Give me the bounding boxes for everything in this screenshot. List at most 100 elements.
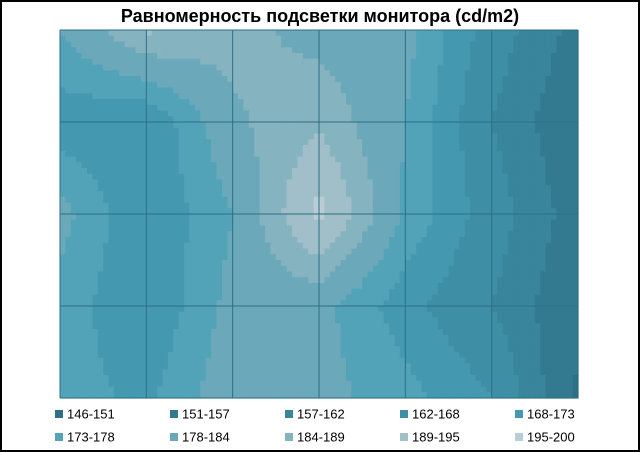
contour-patch: [86, 156, 93, 163]
contour-patch: [248, 116, 255, 123]
contour-patch: [81, 357, 88, 365]
contour-patch: [507, 254, 514, 261]
contour-patch: [464, 208, 471, 215]
contour-patch: [92, 53, 99, 60]
contour-patch: [70, 70, 77, 77]
contour-patch: [76, 294, 83, 301]
contour-patch: [60, 53, 66, 60]
contour-patch: [162, 139, 169, 146]
contour-patch: [443, 283, 450, 290]
contour-patch: [259, 150, 266, 158]
contour-patch: [243, 248, 250, 255]
contour-patch: [540, 179, 547, 186]
contour-patch: [130, 30, 137, 37]
contour-patch: [259, 196, 266, 204]
contour-patch: [146, 340, 153, 347]
contour-patch: [345, 122, 352, 129]
contour-patch: [119, 202, 126, 209]
contour-patch: [151, 30, 158, 37]
contour-patch: [232, 242, 239, 250]
contour-patch: [545, 237, 552, 244]
contour-patch: [238, 225, 245, 232]
contour-patch: [416, 254, 423, 261]
contour-patch: [507, 179, 514, 186]
contour-patch: [351, 288, 358, 296]
contour-patch: [259, 219, 266, 227]
contour-patch: [227, 93, 234, 100]
contour-patch: [146, 139, 153, 146]
contour-patch: [76, 334, 83, 342]
contour-patch: [319, 260, 325, 267]
contour-patch: [238, 145, 245, 152]
contour-patch: [351, 127, 358, 135]
contour-patch: [167, 265, 174, 273]
contour-patch: [157, 87, 164, 94]
contour-patch: [265, 93, 272, 100]
contour-patch: [383, 254, 390, 261]
contour-patch: [119, 323, 126, 330]
contour-patch: [270, 47, 277, 54]
contour-patch: [286, 145, 293, 152]
contour-patch: [167, 139, 174, 146]
contour-patch: [534, 150, 541, 158]
contour-patch: [200, 87, 207, 94]
contour-patch: [529, 139, 536, 146]
contour-patch: [383, 168, 390, 175]
contour-patch: [378, 179, 385, 186]
contour-patch: [194, 283, 201, 290]
contour-patch: [162, 340, 169, 347]
contour-patch: [513, 150, 520, 158]
contour-patch: [243, 185, 250, 192]
contour-patch: [572, 225, 579, 232]
contour-patch: [92, 35, 99, 43]
contour-patch: [130, 334, 137, 342]
contour-patch: [189, 99, 196, 106]
contour-patch: [81, 179, 88, 186]
contour-patch: [140, 116, 147, 123]
contour-patch: [399, 185, 406, 192]
contour-patch: [92, 196, 99, 204]
contour-patch: [259, 265, 266, 273]
contour-patch: [108, 122, 115, 129]
contour-patch: [383, 237, 390, 244]
contour-patch: [81, 70, 88, 77]
contour-patch: [227, 162, 234, 169]
contour-patch: [453, 300, 460, 307]
contour-patch: [329, 208, 336, 215]
contour-patch: [308, 35, 315, 43]
contour-patch: [319, 81, 325, 89]
contour-patch: [86, 329, 93, 336]
contour-patch: [399, 93, 406, 100]
contour-patch: [319, 58, 325, 66]
contour-patch: [437, 283, 444, 290]
contour-patch: [551, 53, 558, 60]
contour-patch: [529, 58, 536, 66]
contour-patch: [135, 357, 142, 365]
contour-patch: [81, 323, 88, 330]
contour-patch: [178, 179, 185, 186]
contour-patch: [405, 225, 412, 232]
contour-patch: [302, 288, 309, 296]
contour-patch: [151, 283, 158, 290]
contour-patch: [545, 219, 552, 227]
contour-patch: [270, 70, 277, 77]
contour-patch: [567, 110, 574, 117]
contour-patch: [335, 116, 342, 123]
contour-patch: [86, 87, 93, 94]
contour-patch: [556, 294, 563, 301]
contour-patch: [151, 214, 158, 221]
contour-patch: [248, 242, 255, 250]
contour-patch: [319, 254, 325, 261]
contour-patch: [227, 196, 234, 204]
contour-patch: [81, 300, 88, 307]
contour-patch: [103, 156, 110, 163]
contour-patch: [81, 265, 88, 273]
contour-patch: [453, 271, 460, 278]
contour-patch: [146, 283, 153, 290]
contour-patch: [232, 156, 239, 163]
contour-patch: [189, 237, 196, 244]
contour-patch: [227, 185, 234, 192]
contour-patch: [351, 248, 358, 255]
contour-patch: [292, 81, 299, 89]
contour-patch: [124, 70, 131, 77]
